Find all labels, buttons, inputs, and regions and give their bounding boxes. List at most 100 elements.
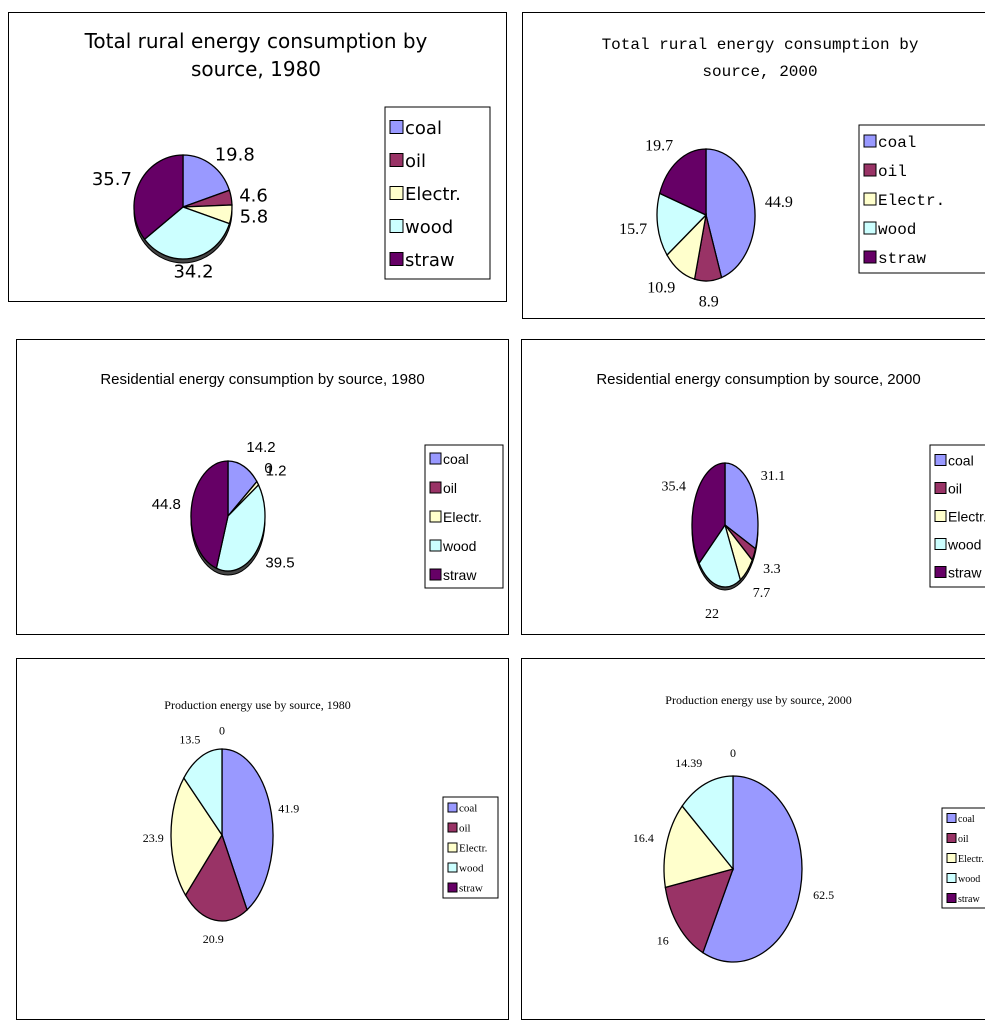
legend-label-wood: wood (958, 874, 980, 885)
chart-title: Total rural energy consumption by (602, 36, 919, 54)
legend-label-straw: straw (405, 250, 455, 271)
legend-swatch-oil (447, 822, 458, 833)
legend-label-wood: wood (405, 217, 453, 238)
data-label-wood: 15.7 (619, 221, 647, 238)
pie-chart-6: Production energy use by source, 2000 62.… (633, 693, 985, 963)
legend-swatch-electr (863, 192, 877, 206)
data-label-wood: 39.5 (265, 555, 294, 572)
legend-swatch-wood (447, 862, 458, 873)
legend-swatch-electr (934, 510, 947, 522)
legend-label-electr: Electr. (459, 843, 488, 855)
legend-label-electr: Electr. (405, 184, 461, 205)
data-label-oil: 16 (657, 933, 669, 947)
legend-swatch-coal (863, 134, 877, 148)
data-label-coal: 62.5 (813, 888, 834, 902)
legend-label-oil: oil (405, 151, 426, 172)
legend-swatch-electr (946, 853, 957, 863)
legend-swatch-electr (447, 842, 458, 853)
data-label-oil: 20.9 (203, 932, 224, 946)
legend-label-electr: Electr. (443, 509, 482, 525)
data-label-coal: 41.9 (278, 802, 299, 816)
chart-title: Residential energy consumption by source… (596, 371, 920, 388)
chart-title: source, 2000 (702, 63, 817, 81)
pie-chart-5: Production energy use by source, 1980 41.… (143, 698, 499, 946)
pie-slice-coal (702, 775, 803, 963)
data-label-electr: 23.9 (143, 831, 164, 845)
data-label-electr: 7.7 (753, 586, 771, 601)
legend-swatch-wood (946, 873, 957, 883)
legend-label-straw: straw (948, 564, 982, 580)
data-label-coal: 31.1 (761, 469, 786, 484)
legend-swatch-coal (389, 120, 404, 134)
pie-slice-electr (170, 776, 223, 897)
data-label-oil: 0 (264, 460, 272, 477)
pie-slice-wood (656, 192, 708, 257)
pie-slice-straw (691, 462, 726, 565)
legend-swatch-coal (447, 802, 458, 813)
data-label-electr: 1.2 (266, 462, 287, 479)
pie-slices (691, 462, 759, 591)
legend-label-wood: wood (442, 538, 476, 554)
pie-slice-coal (724, 462, 759, 550)
legend-swatch-wood (389, 219, 404, 233)
legend-swatch-oil (389, 153, 404, 167)
pie-chart-3: Residential energy consumption by source… (100, 371, 504, 589)
legend-swatch-electr (429, 510, 442, 523)
legend: coal oil Electr. wood straw (384, 106, 491, 280)
pie-slice-wood (143, 206, 231, 260)
pie-chart-2: Total rural energy consumption by source,… (602, 36, 985, 310)
legend-label-straw: straw (459, 883, 483, 895)
data-label-oil: 4.6 (239, 185, 268, 206)
pie-slices (170, 748, 274, 922)
pie-chart-1: Total rural energy consumption by source,… (84, 29, 491, 282)
legend-label-oil: oil (878, 163, 907, 181)
pie-slices (133, 154, 233, 264)
data-label-straw: 44.8 (152, 496, 181, 513)
data-label-straw: 35.7 (92, 169, 132, 190)
chart-title: Residential energy consumption by source… (100, 371, 424, 388)
legend-label-coal: coal (958, 814, 975, 825)
legend-label-oil: oil (948, 480, 962, 496)
data-label-wood: 22 (705, 607, 719, 622)
data-label-wood: 34.2 (173, 261, 213, 282)
data-label-straw: 19.7 (645, 138, 673, 155)
legend-swatch-oil (946, 833, 957, 843)
legend-label-oil: oil (459, 823, 471, 835)
legend-swatch-oil (863, 163, 877, 177)
pie-slice-wood (183, 748, 223, 838)
pie-slices (190, 460, 266, 576)
chart-panel-4 (521, 339, 985, 635)
legend-label-oil: oil (958, 834, 969, 845)
pie-slice-coal (705, 148, 756, 279)
data-label-straw: 35.4 (662, 480, 687, 495)
data-label-straw: 0 (730, 746, 736, 760)
legend-label-coal: coal (405, 118, 442, 139)
pie-slice-wood (698, 523, 742, 588)
data-label-wood: 14.39 (675, 756, 702, 770)
legend-label-wood: wood (878, 221, 916, 239)
legend-swatch-wood (429, 539, 442, 552)
legend-label-coal: coal (948, 452, 974, 468)
legend-label-wood: wood (947, 536, 981, 552)
data-label-straw: 0 (219, 723, 225, 737)
pie-slices (656, 148, 756, 282)
data-label-electr: 5.8 (240, 207, 269, 228)
pie-slice-straw (133, 154, 184, 241)
legend-label-electr: Electr. (878, 192, 945, 210)
data-label-wood: 13.5 (179, 733, 200, 747)
data-label-electr: 16.4 (633, 831, 654, 845)
legend-swatch-coal (934, 454, 947, 466)
legend: coal oil Electr. wood straw (424, 444, 504, 589)
chart-title: source, 1980 (191, 57, 321, 81)
pie-slice-wood (681, 775, 734, 871)
legend-label-wood: wood (459, 863, 484, 875)
legend: coal oil Electr. wood straw (941, 807, 985, 909)
pie-slice-electr (663, 804, 735, 889)
data-label-coal: 44.9 (765, 194, 793, 211)
legend-swatch-coal (429, 452, 442, 465)
legend-swatch-oil (429, 481, 442, 494)
legend-swatch-coal (946, 813, 957, 823)
legend-label-coal: coal (443, 451, 469, 467)
